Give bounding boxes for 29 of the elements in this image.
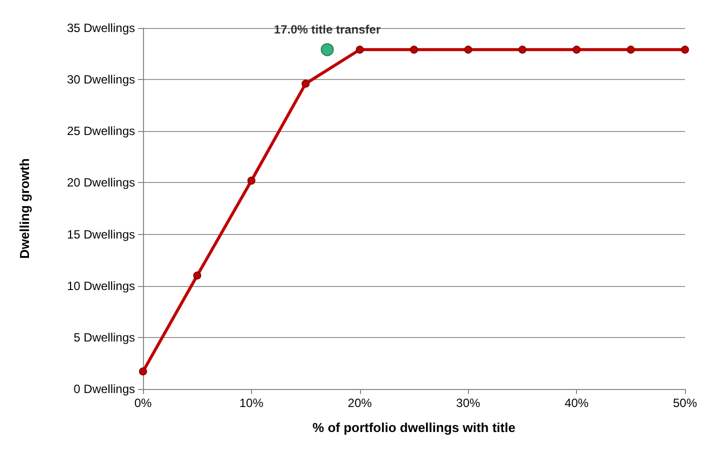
annotation: 17.0% title transfer bbox=[274, 22, 381, 37]
x-axis-title: % of portfolio dwellings with title bbox=[312, 420, 516, 435]
point bbox=[356, 46, 364, 54]
point bbox=[302, 80, 310, 88]
point bbox=[193, 272, 202, 280]
point bbox=[247, 176, 256, 185]
y-tick-label: 5 Dwellings bbox=[74, 330, 135, 344]
x-tick-label: 50% bbox=[672, 396, 698, 410]
point bbox=[681, 46, 689, 54]
x-tick-label: 10% bbox=[239, 396, 264, 410]
y-axis-title: Dwelling growth bbox=[17, 158, 32, 259]
point bbox=[626, 46, 635, 54]
point bbox=[320, 43, 334, 56]
y-tick-label: 10 Dwellings bbox=[66, 278, 135, 293]
y-tick-label: 15 Dwellings bbox=[66, 227, 135, 242]
x-tick-label: 20% bbox=[348, 396, 372, 410]
x-tick-label: 0% bbox=[134, 396, 152, 410]
y-tick-label: 35 Dwellings bbox=[66, 21, 135, 35]
point bbox=[464, 46, 472, 54]
y-tick-label: 25 Dwellings bbox=[66, 124, 135, 138]
y-tick-label: 20 Dwellings bbox=[66, 176, 135, 190]
y-tick-label: 0 Dwellings bbox=[74, 382, 135, 396]
point bbox=[410, 46, 418, 54]
point bbox=[572, 46, 581, 54]
x-tick-label: 40% bbox=[564, 396, 589, 410]
point bbox=[518, 46, 526, 54]
x-tick-label: 30% bbox=[456, 396, 481, 410]
y-tick-label: 30 Dwellings bbox=[66, 72, 135, 87]
point bbox=[139, 367, 147, 376]
